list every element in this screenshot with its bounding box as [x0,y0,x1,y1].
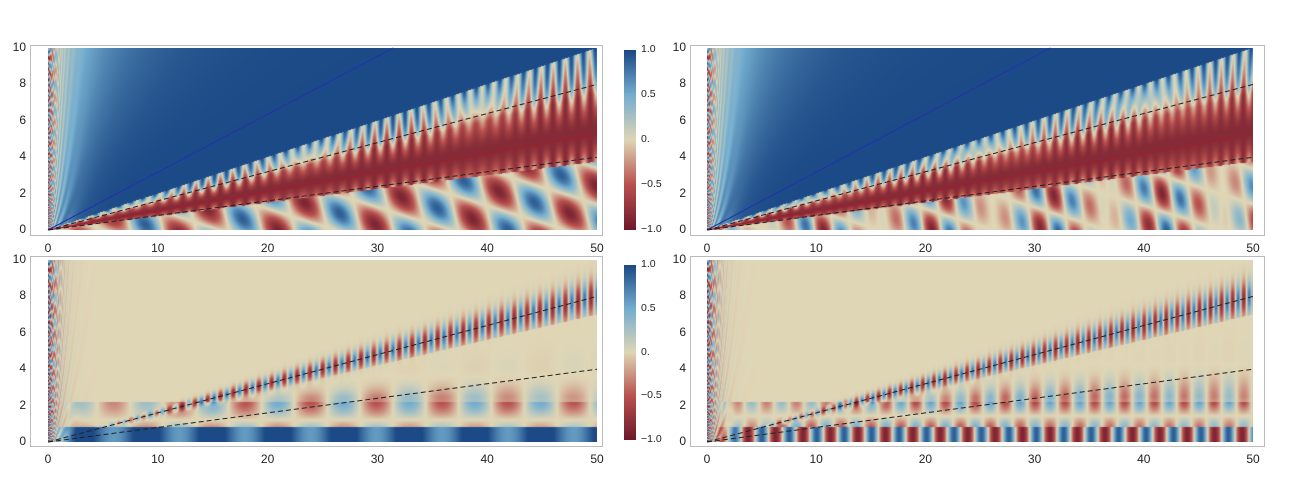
y-tick-label: 8 [19,76,26,91]
x-tick-label: 0 [44,452,52,466]
overlay-lines [706,47,1254,231]
y-tick-label: 6 [679,324,686,339]
y-tick-label: 0 [679,222,686,236]
overlay-lines [47,47,598,231]
colorbar-tick-label: 0. [641,133,650,145]
dashed-line [706,83,1254,231]
x-tick-label: 50 [590,241,604,255]
solid-line [47,133,598,231]
overlay-lines [706,295,1254,443]
x-tick-label: 10 [151,452,165,466]
y-tick-label: 10 [672,40,686,54]
y-tick-label: 0 [19,222,26,236]
solid-line [706,47,1051,231]
plot-frame [30,45,603,236]
y-tick-label: 2 [19,397,26,412]
plot-frame [30,256,603,447]
colorbar-tick-label: −0.5 [641,178,662,190]
x-tick-label: 0 [703,241,711,255]
plot-frame [690,45,1265,236]
dashed-line [47,295,598,443]
y-tick-label: 0 [679,434,686,448]
colorbar-tick-label: −0.5 [641,389,662,402]
x-tick-label: 50 [1246,241,1260,255]
x-tick-label: 20 [918,241,933,255]
colorbar-tick-label: 0. [641,345,650,358]
y-tick-label: 4 [19,361,26,376]
y-tick-label: 2 [19,185,26,200]
colorbar-tick-label: 0.5 [641,301,656,314]
density-image [707,260,1253,442]
y-tick-label: 10 [672,252,686,266]
y-tick-label: 10 [12,252,26,266]
colorbar-tick-label: 1.0 [641,43,656,55]
x-tick-label: 50 [590,452,604,466]
x-tick-label: 0 [44,241,52,255]
x-tick-label: 10 [151,241,165,255]
dashed-line [47,368,598,443]
y-tick-label: 0 [19,434,26,448]
plot-frame [690,256,1265,447]
overlay-lines [47,295,598,443]
colorbar-gradient [624,50,636,230]
solid-line [706,133,1254,231]
x-tick-label: 40 [1137,452,1151,466]
y-tick-label: 4 [679,149,686,164]
solid-line [47,47,394,231]
colorbar-tick-label: −1.0 [641,223,662,235]
y-tick-label: 8 [19,288,26,303]
dashed-line [47,83,598,231]
x-tick-label: 30 [370,241,385,255]
x-tick-label: 0 [703,452,711,466]
y-tick-label: 4 [679,361,686,376]
y-tick-label: 2 [679,397,686,412]
x-tick-label: 50 [1246,452,1260,466]
y-tick-label: 6 [679,112,686,127]
density-image [48,48,597,230]
y-tick-label: 6 [19,324,26,339]
dashed-line [706,368,1254,443]
dashed-line [47,156,598,231]
dashed-line [706,156,1254,231]
y-tick-label: 10 [12,40,26,54]
density-image [48,260,597,442]
x-tick-label: 30 [1027,452,1042,466]
y-tick-label: 8 [679,76,686,91]
y-tick-label: 8 [679,288,686,303]
x-tick-label: 40 [480,452,494,466]
x-tick-label: 10 [809,452,823,466]
colorbar-tick-label: 1.0 [641,258,656,270]
y-tick-label: 6 [19,112,26,127]
y-tick-label: 2 [679,185,686,200]
colorbar-tick-label: −1.0 [641,433,662,445]
density-image [707,48,1253,230]
x-tick-label: 20 [260,452,275,466]
colorbar-gradient [624,265,636,440]
dashed-line [706,295,1254,443]
x-tick-label: 40 [480,241,494,255]
x-tick-label: 20 [260,241,275,255]
x-tick-label: 30 [1027,241,1042,255]
x-tick-label: 40 [1137,241,1151,255]
colorbar-tick-label: 0.5 [641,88,656,100]
x-tick-label: 10 [809,241,823,255]
x-tick-label: 30 [370,452,385,466]
y-tick-label: 4 [19,149,26,164]
x-tick-label: 20 [918,452,933,466]
